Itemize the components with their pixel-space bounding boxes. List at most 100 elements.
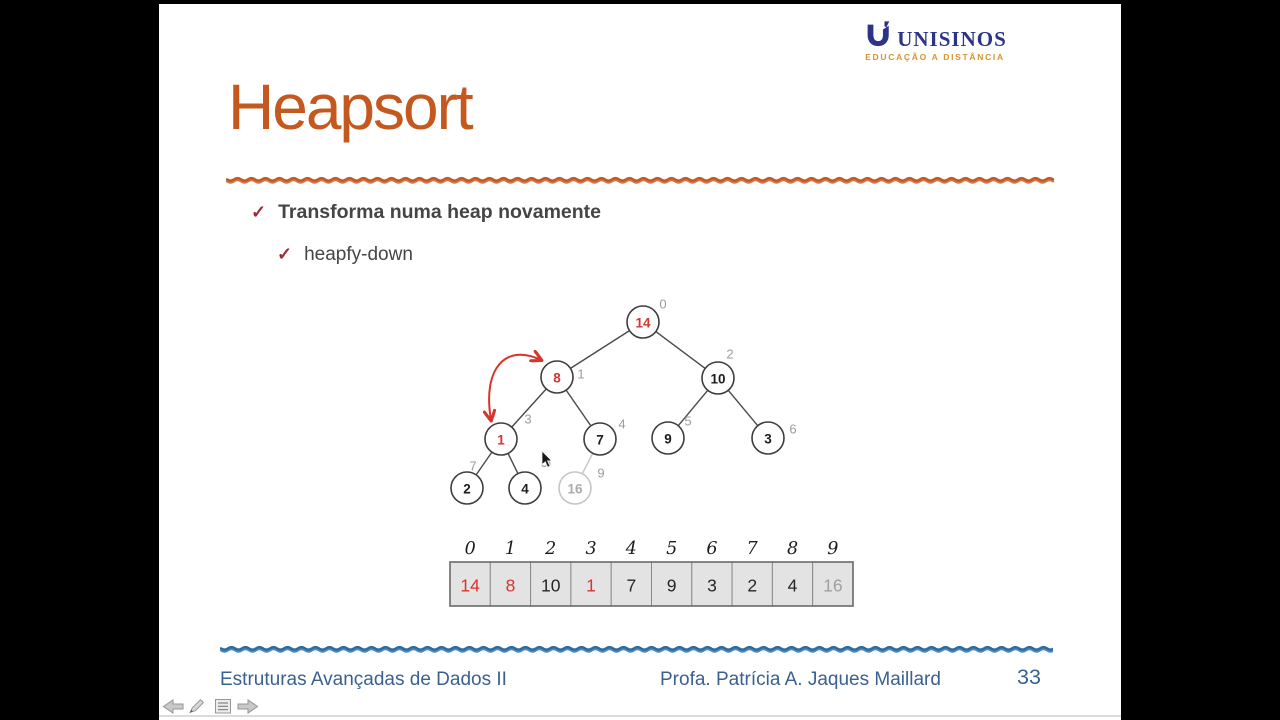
tree-edges <box>475 330 759 476</box>
array-index-label: 2 <box>544 539 556 559</box>
tree-edge <box>565 389 592 427</box>
array-value: 9 <box>667 576 677 596</box>
node-value: 7 <box>596 433 604 448</box>
u-tick <box>884 21 890 28</box>
checkmark-icon: ✓ <box>277 244 293 264</box>
array-index-label: 1 <box>505 539 516 559</box>
node-circle <box>558 471 592 505</box>
array-value: 10 <box>541 576 561 596</box>
slide-menu-button[interactable] <box>212 698 234 715</box>
title-underline-wave <box>226 176 1055 184</box>
node-circle <box>626 305 660 339</box>
tree-edge <box>507 453 519 474</box>
bullet-text-2: heapfy-down <box>304 244 413 265</box>
tree-node-7: 74 <box>583 417 626 456</box>
array-value: 1 <box>586 576 596 596</box>
logo-text: UNISINOS <box>897 27 1007 51</box>
tree-node-3: 36 <box>751 421 797 455</box>
array-index-label: 6 <box>706 539 717 559</box>
node-index-label: 3 <box>524 412 531 427</box>
node-index-label: 6 <box>789 422 796 437</box>
bullet-item-2: ✓ heapfy-down <box>277 244 413 266</box>
tree-node-14: 14 0 <box>626 297 667 339</box>
tree-node-16: 16 9 <box>558 466 605 505</box>
slide: UNISINOS EDUCAÇÃO A DISTÂNCIA Heapsort ✓… <box>159 4 1121 720</box>
tree-edge <box>581 452 594 475</box>
node-circle <box>751 421 785 455</box>
node-circle <box>508 471 542 505</box>
node-index-label: 2 <box>726 347 733 362</box>
array-group: 14 0 8 1 10 2 1 3 7 4 9 5 3 6 2 7 4 8 16 9 <box>449 539 854 607</box>
bullet-text-1: Transforma numa heap novamente <box>278 201 602 223</box>
node-value: 1 <box>497 433 505 448</box>
wave-stroke <box>226 178 1055 184</box>
node-value: 3 <box>764 432 772 447</box>
node-value: 16 <box>567 482 583 497</box>
node-index-label: 5 <box>684 414 691 429</box>
slide-title: Heapsort <box>228 71 474 143</box>
array-index-label: 7 <box>747 539 759 559</box>
logo-tagline: EDUCAÇÃO A DISTÂNCIA <box>865 52 1005 62</box>
array-cell <box>771 561 814 607</box>
node-value: 4 <box>521 482 529 497</box>
array-value: 3 <box>707 576 717 596</box>
swap-arrow <box>489 355 541 420</box>
bottom-edge-line <box>159 715 1121 717</box>
footer-rule-wave <box>220 645 1053 653</box>
node-circle <box>583 422 617 456</box>
node-value: 9 <box>664 432 672 447</box>
array-cell <box>570 561 612 607</box>
tree-edge <box>475 451 493 476</box>
node-value: 8 <box>553 371 561 386</box>
footer-course: Estruturas Avançadas de Dados II <box>220 669 507 690</box>
node-circle <box>484 422 518 456</box>
logo-row: UNISINOS <box>815 20 1055 50</box>
node-circle <box>701 361 735 395</box>
wave-stroke <box>220 645 1053 651</box>
array-index-label: 9 <box>827 539 838 559</box>
previous-slide-button[interactable] <box>162 698 184 715</box>
node-index-label: 9 <box>597 466 604 481</box>
array-cell <box>731 561 773 607</box>
node-index-label: 0 <box>659 297 666 312</box>
array-value: 4 <box>788 576 798 596</box>
array-index-label: 3 <box>585 539 596 559</box>
node-index-label: 4 <box>618 417 625 432</box>
pen-tool-button[interactable] <box>187 698 209 715</box>
array-value: 14 <box>460 576 480 596</box>
unisinos-u-icon <box>867 21 890 47</box>
tree-node-10: 102 <box>701 347 735 395</box>
bullet-item-1: ✓ Transforma numa heap novamente <box>251 201 601 224</box>
array-index-label: 0 <box>465 539 476 559</box>
unisinos-logo: UNISINOS EDUCAÇÃO A DISTÂNCIA <box>815 20 1055 62</box>
wave-stroke <box>220 647 1053 653</box>
tree-node-2: 27 <box>450 459 484 505</box>
array-index-label: 8 <box>787 539 798 559</box>
tree-node-9: 95 <box>651 414 692 455</box>
wave-stroke <box>226 176 1055 182</box>
checkmark-icon: ✓ <box>251 202 267 222</box>
tree-edge <box>727 389 759 427</box>
node-value: 2 <box>463 482 471 497</box>
array-value: 7 <box>626 576 636 596</box>
array-value: 8 <box>506 576 516 596</box>
node-index-label: 1 <box>577 367 584 382</box>
page-number: 33 <box>1017 665 1041 689</box>
node-value: 14 <box>635 316 651 331</box>
array-value: 16 <box>823 576 842 596</box>
array-cell <box>489 561 532 607</box>
node-circle <box>450 471 484 505</box>
array-outline <box>449 561 854 607</box>
array-value: 2 <box>747 576 757 596</box>
u-glyph <box>867 24 889 47</box>
tree-node-4: 48 <box>508 460 554 505</box>
next-slide-button[interactable] <box>237 698 259 715</box>
node-index-label: 7 <box>469 459 476 474</box>
array-cell <box>812 561 854 607</box>
presenter-nav <box>162 698 259 715</box>
node-circle <box>651 421 685 455</box>
tree-node-1: 13 <box>484 412 532 456</box>
